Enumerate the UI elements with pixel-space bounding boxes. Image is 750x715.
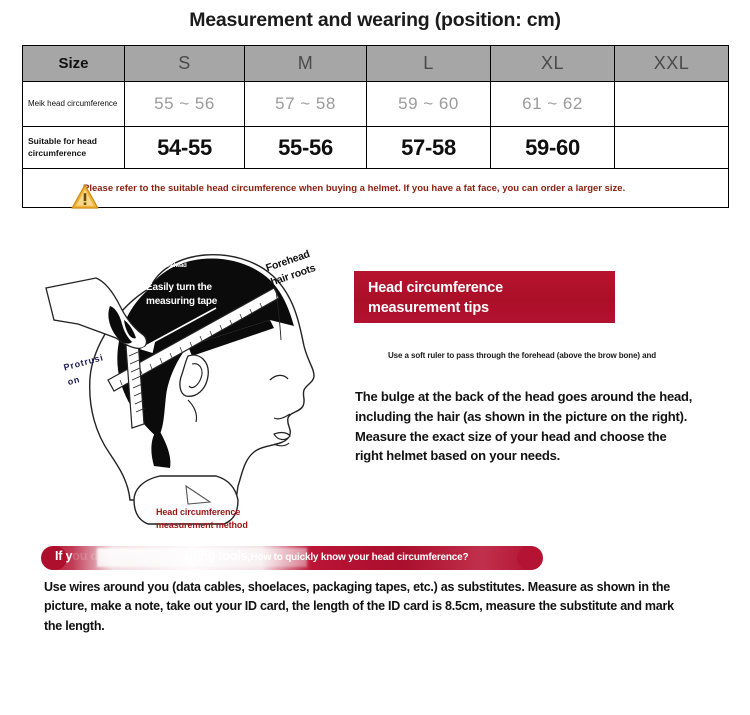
ribbon-prefix: If y [55,549,73,563]
header-cell-l: L [366,45,491,82]
header-cell-xxl: XXL [614,45,729,82]
table-row: Meik head circumference 55 ~ 56 57 ~ 58 … [22,81,729,127]
warning-triangle-icon [71,183,99,209]
cell-meik-l: 59 ~ 60 [366,81,491,127]
ribbon-text: If you don't have measuring tools,How to… [55,549,535,563]
ribbon-banner: If you don't have measuring tools,How to… [41,543,543,573]
tips-sub-note: Use a soft ruler to pass through the for… [388,351,657,360]
header-cell-xl: XL [490,45,615,82]
warning-cell: Please refer to the suitable head circum… [22,168,729,209]
head-measurement-illustration [38,228,358,528]
cell-meik-s: 55 ~ 56 [124,81,245,127]
size-table: Size S M L XL XXL Meik head circumferenc… [22,45,729,209]
cell-meik-xxl [614,81,729,127]
header-cell-m: M [244,45,367,82]
label-measurement-method-caption: Head circumference measurement method [156,507,248,531]
tips-body-text: The bulge at the back of the head goes a… [355,389,693,464]
header-cell-s: S [124,45,245,82]
ribbon-sheen-overlay [97,548,307,567]
label-easily-turn-tape: Easily turn the measuring tape [146,282,218,307]
cell-suitable-s: 54-55 [124,126,245,169]
warning-text: Please refer to the suitable head circum… [83,182,626,194]
ribbon-cap-right [517,546,543,570]
cell-meik-xl: 61 ~ 62 [490,81,615,127]
row-label-meik-head-circumference: Meik head circumference [22,81,125,127]
table-warning-row: Please refer to the suitable head circum… [22,168,729,209]
cell-suitable-m: 55-56 [244,126,367,169]
table-header-row: Size S M L XL XXL [22,45,729,82]
ribbon-cap-left [41,546,67,570]
ribbon-faded-text: ou don't have meas [72,549,185,563]
cell-suitable-l: 57-58 [366,126,491,169]
table-row: Suitable for head circumference 54-55 55… [22,126,729,169]
cell-suitable-xl: 59-60 [490,126,615,169]
header-cell-size: Size [22,45,125,82]
cell-meik-m: 57 ~ 58 [244,81,367,127]
cell-suitable-xxl [614,126,729,169]
ribbon-question: How to quickly know your head circumfere… [250,552,469,563]
row-label-suitable-head-circumference: Suitable for head circumference [22,126,125,169]
page-title: Measurement and wearing (position: cm) [189,9,561,31]
ribbon-bold-tail: uring tools, [184,549,251,563]
bottom-instruction-paragraph: Use wires around you (data cables, shoel… [44,580,674,633]
label-around-head: Aroundthehead [146,263,187,269]
size-table-container: Size S M L XL XXL Meik head circumferenc… [22,45,729,209]
tips-heading-text: Head circumference measurement tips [368,280,504,316]
tips-heading-box: Head circumference measurement tips [354,271,615,323]
head-diagram-svg [45,253,315,525]
